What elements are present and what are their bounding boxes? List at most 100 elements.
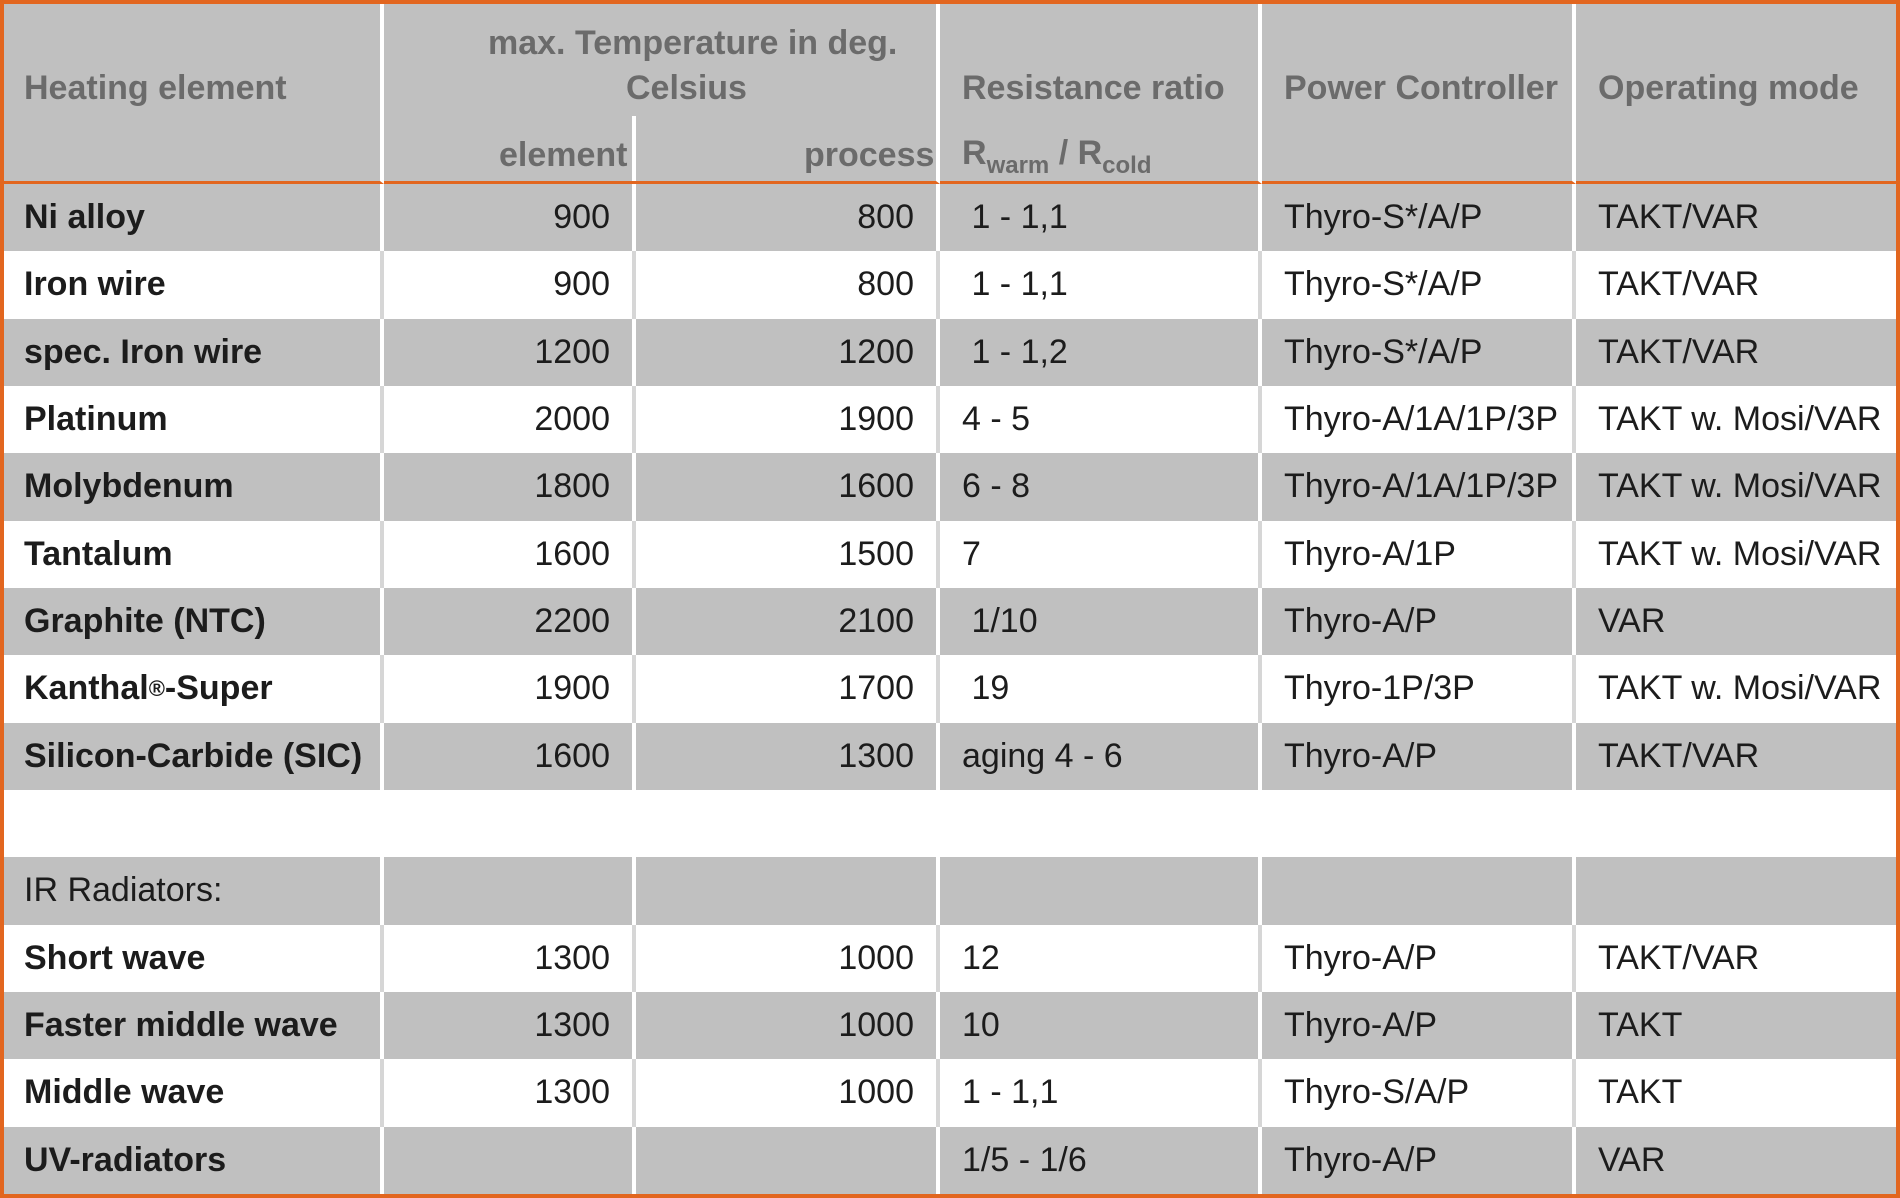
row-tantalum-mode: TAKT w. Mosi/VAR — [1576, 520, 1896, 588]
header-max-temp-line1: max. Temperature in deg. — [488, 24, 898, 62]
row-silicon-carbide-ratio: aging 4 - 6 — [940, 722, 1262, 790]
row-silicon-carbide-mode: TAKT/VAR — [1576, 722, 1896, 790]
header-temp-divider — [632, 116, 636, 181]
kanthal-name-text: Kanthal — [24, 669, 149, 708]
row-faster-middle-wave-process: 1000 — [636, 991, 940, 1060]
row-spec-iron-wire-name: spec. Iron wire — [4, 318, 384, 386]
row-uv-radiators-mode: VAR — [1576, 1126, 1896, 1194]
row-molybdenum-ratio: 6 - 8 — [940, 453, 1262, 521]
row-iron-wire-process: 800 — [636, 251, 940, 319]
row-spec-iron-wire-element: 1200 — [384, 318, 636, 386]
row-iron-wire-controller: Thyro-S*/A/P — [1262, 251, 1576, 319]
row-ni-alloy-name: Ni alloy — [4, 184, 384, 252]
header-heating-element-label: Heating element — [24, 69, 287, 107]
row-platinum-controller: Thyro-A/1A/1P/3P — [1262, 385, 1576, 454]
r-sub-warm: warm — [986, 152, 1050, 179]
row-platinum-ratio: 4 - 5 — [940, 385, 1262, 454]
kanthal-name-suffix: -Super — [164, 669, 273, 708]
ir-radiators-empty-process — [636, 857, 940, 925]
row-iron-wire-ratio: 1 - 1,1 — [940, 251, 1262, 319]
row-ni-alloy-mode: TAKT/VAR — [1576, 184, 1896, 252]
row-iron-wire-mode: TAKT/VAR — [1576, 251, 1896, 319]
row-silicon-carbide-element: 1600 — [384, 722, 636, 790]
header-operating-mode-label: Operating mode — [1598, 69, 1859, 107]
row-uv-radiators-process — [636, 1126, 940, 1194]
row-kanthal-process: 1700 — [636, 655, 940, 723]
row-spec-iron-wire-controller: Thyro-S*/A/P — [1262, 318, 1576, 386]
row-short-wave-ratio: 12 — [940, 924, 1262, 992]
row-middle-wave-ratio: 1 - 1,1 — [940, 1059, 1262, 1127]
row-platinum-mode: TAKT w. Mosi/VAR — [1576, 385, 1896, 454]
row-tantalum-name: Tantalum — [4, 520, 384, 588]
row-ni-alloy-element: 900 — [384, 184, 636, 252]
row-spec-iron-wire-process: 1200 — [636, 318, 940, 386]
header-heating-element: Heating element — [4, 4, 384, 184]
spacer-row — [4, 789, 1896, 858]
row-faster-middle-wave-mode: TAKT — [1576, 991, 1896, 1060]
header-element: element — [499, 136, 628, 174]
row-graphite-element: 2200 — [384, 587, 636, 656]
ir-radiators-label: IR Radiators: — [4, 857, 384, 925]
row-molybdenum-element: 1800 — [384, 453, 636, 521]
ir-radiators-empty-element — [384, 857, 636, 925]
row-faster-middle-wave-name: Faster middle wave — [4, 991, 384, 1060]
row-middle-wave-mode: TAKT — [1576, 1059, 1896, 1127]
row-graphite-process: 2100 — [636, 587, 940, 656]
row-iron-wire-name: Iron wire — [4, 251, 384, 319]
row-spec-iron-wire-mode: TAKT/VAR — [1576, 318, 1896, 386]
header-r-formula: Rwarm / Rcold — [962, 134, 1152, 180]
header-resistance-ratio-label: Resistance ratio — [962, 69, 1225, 107]
row-tantalum-element: 1600 — [384, 520, 636, 588]
header-process: process — [804, 136, 935, 174]
r-symbol: R — [962, 134, 987, 172]
row-middle-wave-name: Middle wave — [4, 1059, 384, 1127]
row-uv-radiators-name: UV-radiators — [4, 1126, 384, 1194]
row-molybdenum-mode: TAKT w. Mosi/VAR — [1576, 453, 1896, 521]
row-middle-wave-process: 1000 — [636, 1059, 940, 1127]
header-power-controller: Power Controller — [1262, 4, 1576, 184]
header-resistance-ratio: Resistance ratio Rwarm / Rcold — [940, 4, 1262, 184]
row-middle-wave-controller: Thyro-S/A/P — [1262, 1059, 1576, 1127]
r-sub-cold: cold — [1102, 152, 1152, 179]
header-operating-mode: Operating mode — [1576, 4, 1896, 184]
row-tantalum-process: 1500 — [636, 520, 940, 588]
header-max-temp-line2: Celsius — [626, 69, 747, 107]
row-middle-wave-element: 1300 — [384, 1059, 636, 1127]
row-tantalum-controller: Thyro-A/1P — [1262, 520, 1576, 588]
table-grid: Heating element max. Temperature in deg.… — [4, 4, 1896, 1194]
row-iron-wire-element: 900 — [384, 251, 636, 319]
ir-radiators-empty-controller — [1262, 857, 1576, 925]
row-graphite-ratio: 1/10 — [940, 587, 1262, 656]
header-max-temperature: max. Temperature in deg. Celsius element… — [384, 4, 940, 184]
row-silicon-carbide-controller: Thyro-A/P — [1262, 722, 1576, 790]
row-uv-radiators-element — [384, 1126, 636, 1194]
row-ni-alloy-ratio: 1 - 1,1 — [940, 184, 1262, 252]
row-uv-radiators-ratio: 1/5 - 1/6 — [940, 1126, 1262, 1194]
ir-radiators-empty-mode — [1576, 857, 1896, 925]
row-platinum-name: Platinum — [4, 385, 384, 454]
row-graphite-controller: Thyro-A/P — [1262, 587, 1576, 656]
row-kanthal-mode: TAKT w. Mosi/VAR — [1576, 655, 1896, 723]
row-silicon-carbide-process: 1300 — [636, 722, 940, 790]
row-graphite-mode: VAR — [1576, 587, 1896, 656]
row-silicon-carbide-name: Silicon-Carbide (SIC) — [4, 722, 384, 790]
row-uv-radiators-controller: Thyro-A/P — [1262, 1126, 1576, 1194]
row-faster-middle-wave-controller: Thyro-A/P — [1262, 991, 1576, 1060]
row-kanthal-ratio: 19 — [940, 655, 1262, 723]
row-platinum-element: 2000 — [384, 385, 636, 454]
row-tantalum-ratio: 7 — [940, 520, 1262, 588]
row-short-wave-process: 1000 — [636, 924, 940, 992]
row-kanthal-element: 1900 — [384, 655, 636, 723]
row-short-wave-name: Short wave — [4, 924, 384, 992]
row-short-wave-mode: TAKT/VAR — [1576, 924, 1896, 992]
row-faster-middle-wave-ratio: 10 — [940, 991, 1262, 1060]
row-graphite-name: Graphite (NTC) — [4, 587, 384, 656]
r-separator: / R — [1049, 134, 1103, 172]
row-ni-alloy-process: 800 — [636, 184, 940, 252]
row-platinum-process: 1900 — [636, 385, 940, 454]
row-kanthal-controller: Thyro-1P/3P — [1262, 655, 1576, 723]
row-molybdenum-name: Molybdenum — [4, 453, 384, 521]
header-power-controller-label: Power Controller — [1284, 69, 1558, 107]
ir-radiators-empty-ratio — [940, 857, 1262, 925]
